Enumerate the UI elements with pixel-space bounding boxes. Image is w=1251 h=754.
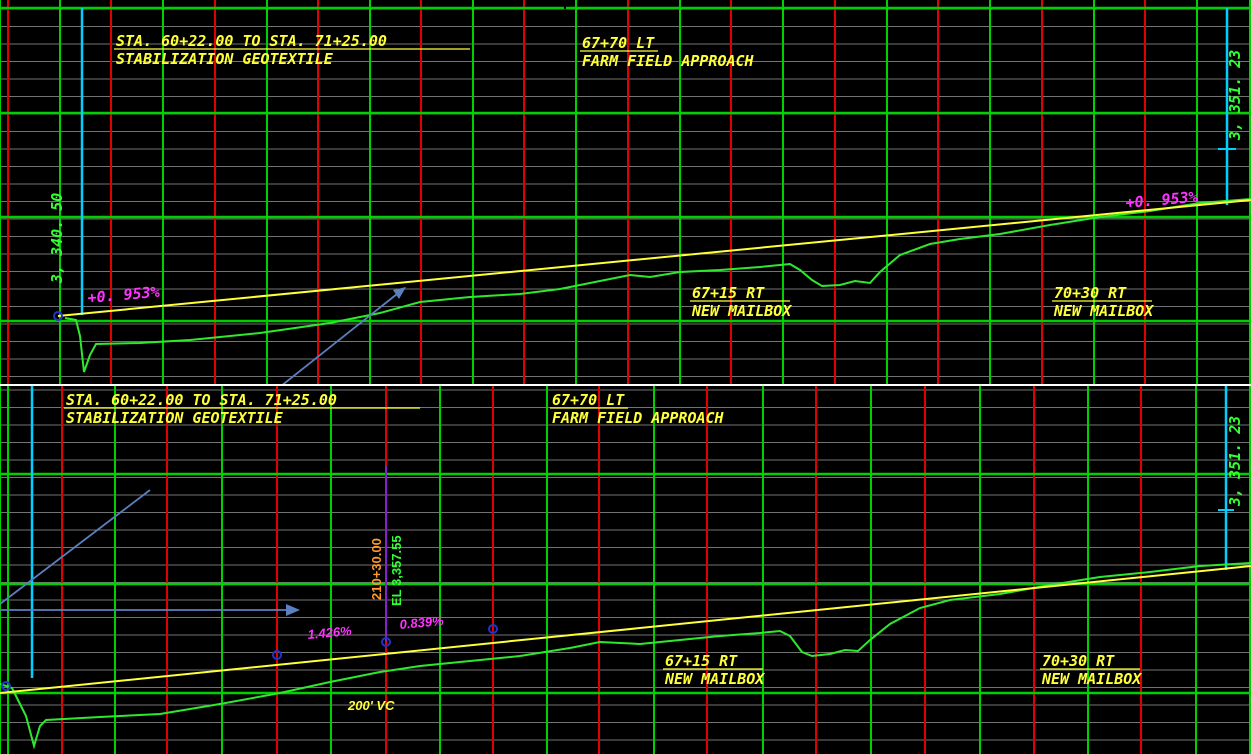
note-mailbox2-label: NEW MAILBOX xyxy=(1053,302,1154,320)
end-elevation-label: 3, 351. 23 xyxy=(1226,50,1244,141)
profile-panel-existing: STA. 60+22.00 TO STA. 71+25.00 STABILIZA… xyxy=(0,0,1251,384)
note-geotextile-label: STABILIZATION GEOTEXTILE xyxy=(116,50,334,68)
start-pvi-marker xyxy=(53,311,63,321)
grade-label-left: +0. 953% xyxy=(87,283,161,307)
major-grid xyxy=(0,386,1251,754)
note-mailbox2-station: 70+30 RT xyxy=(1054,284,1127,302)
note-geotextile-station: STA. 60+22.00 TO STA. 71+25.00 xyxy=(116,32,387,50)
profile-drawing-proposed: 210+30.00 EL 3,357.55 1.426% 0.839% 200'… xyxy=(0,386,1251,754)
grade-out-label: 0.839% xyxy=(399,613,445,632)
major-grid xyxy=(0,0,1251,384)
circle-marker-icon xyxy=(381,637,391,647)
proposed-profile-line xyxy=(0,565,1251,694)
profile-drawing-existing: STA. 60+22.00 TO STA. 71+25.00 STABILIZA… xyxy=(0,0,1251,384)
note-mailbox2-label: NEW MAILBOX xyxy=(1041,670,1142,688)
circle-marker-icon xyxy=(1,681,11,691)
existing-ground-line xyxy=(0,562,1251,750)
callout-arrow-line xyxy=(282,293,398,384)
note-mailbox1-label: NEW MAILBOX xyxy=(691,302,792,320)
end-elevation-label: 3, 351. 23 xyxy=(1226,416,1244,507)
note-geotextile-station: STA. 60+22.00 TO STA. 71+25.00 xyxy=(66,391,337,409)
start-elevation-label: 3, 340. 50 xyxy=(48,193,66,284)
circle-marker-icon xyxy=(272,650,282,660)
note-approach-station: 67+70 LT xyxy=(582,34,655,52)
note-approach-label: FARM FIELD APPROACH xyxy=(552,409,725,427)
existing-ground-line xyxy=(64,198,1251,373)
note-approach-station: 67+70 LT xyxy=(552,391,625,409)
pvi-station-label: 210+30.00 xyxy=(369,538,384,600)
pvi-elevation-label: EL 3,357.55 xyxy=(389,535,404,606)
note-approach-label: FARM FIELD APPROACH xyxy=(582,52,755,70)
note-mailbox1-label: NEW MAILBOX xyxy=(664,670,765,688)
grade-in-label: 1.426% xyxy=(307,623,353,642)
note-mailbox1-station: 67+15 RT xyxy=(692,284,765,302)
note-geotextile-label: STABILIZATION GEOTEXTILE xyxy=(66,409,284,427)
proposed-profile-line xyxy=(57,199,1251,317)
note-mailbox1-station: 67+15 RT xyxy=(665,652,738,670)
note-mailbox2-station: 70+30 RT xyxy=(1042,652,1115,670)
vertical-curve-label: 200' VC xyxy=(347,698,395,713)
grade-label-right: +0. 953% xyxy=(1125,188,1199,212)
circle-marker-icon xyxy=(488,624,498,634)
arrow-icon xyxy=(393,287,406,299)
callout-arrow-line xyxy=(0,489,151,605)
arrow-icon xyxy=(286,604,300,616)
profile-panel-proposed: 210+30.00 EL 3,357.55 1.426% 0.839% 200'… xyxy=(0,386,1251,754)
